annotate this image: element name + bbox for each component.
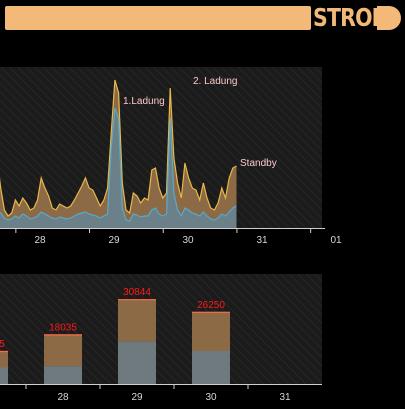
power-area-chart: 28 29 30 31 01 1.Ladung 2. Ladung Standby <box>0 67 342 246</box>
x-tick-label: 30 <box>205 392 217 403</box>
x-tick-label: 29 <box>131 392 143 403</box>
x-tick-label: 28 <box>57 392 69 403</box>
x-tick-label: 30 <box>182 235 194 246</box>
bar-data-label: 30844 <box>123 287 151 298</box>
bar-bottom-segment <box>0 367 8 384</box>
bar-data-label: 18035 <box>49 322 77 333</box>
bar-data-label: 26250 <box>197 300 225 311</box>
header-bar <box>5 6 311 30</box>
bar-bottom-segment <box>118 341 156 384</box>
bar-data-label: 5 <box>0 339 5 350</box>
x-tick-label: 29 <box>108 235 120 246</box>
bar-top-segment <box>0 351 8 368</box>
annotation-label: 2. Ladung <box>193 76 238 87</box>
header-bar-cap <box>377 6 401 30</box>
daily-bar-chart: 5 18035 30844 26250 28 29 30 31 <box>0 274 322 403</box>
bar-bottom-segment <box>44 366 82 384</box>
bar-top-segment <box>192 311 230 351</box>
inner-series-line <box>0 107 237 222</box>
x-tick-label: 28 <box>34 235 46 246</box>
annotation-label: 1.Ladung <box>123 96 165 107</box>
bar-top-segment <box>44 334 82 367</box>
x-tick-label: 31 <box>279 392 291 403</box>
x-tick-label: 31 <box>256 235 268 246</box>
annotation-label: Standby <box>240 158 277 169</box>
bar-bottom-segment <box>192 351 230 384</box>
bar-top-segment <box>118 299 156 342</box>
x-tick-label: 01 <box>330 235 342 246</box>
inner-series-fill <box>0 108 237 228</box>
outer-series-line <box>0 79 237 217</box>
